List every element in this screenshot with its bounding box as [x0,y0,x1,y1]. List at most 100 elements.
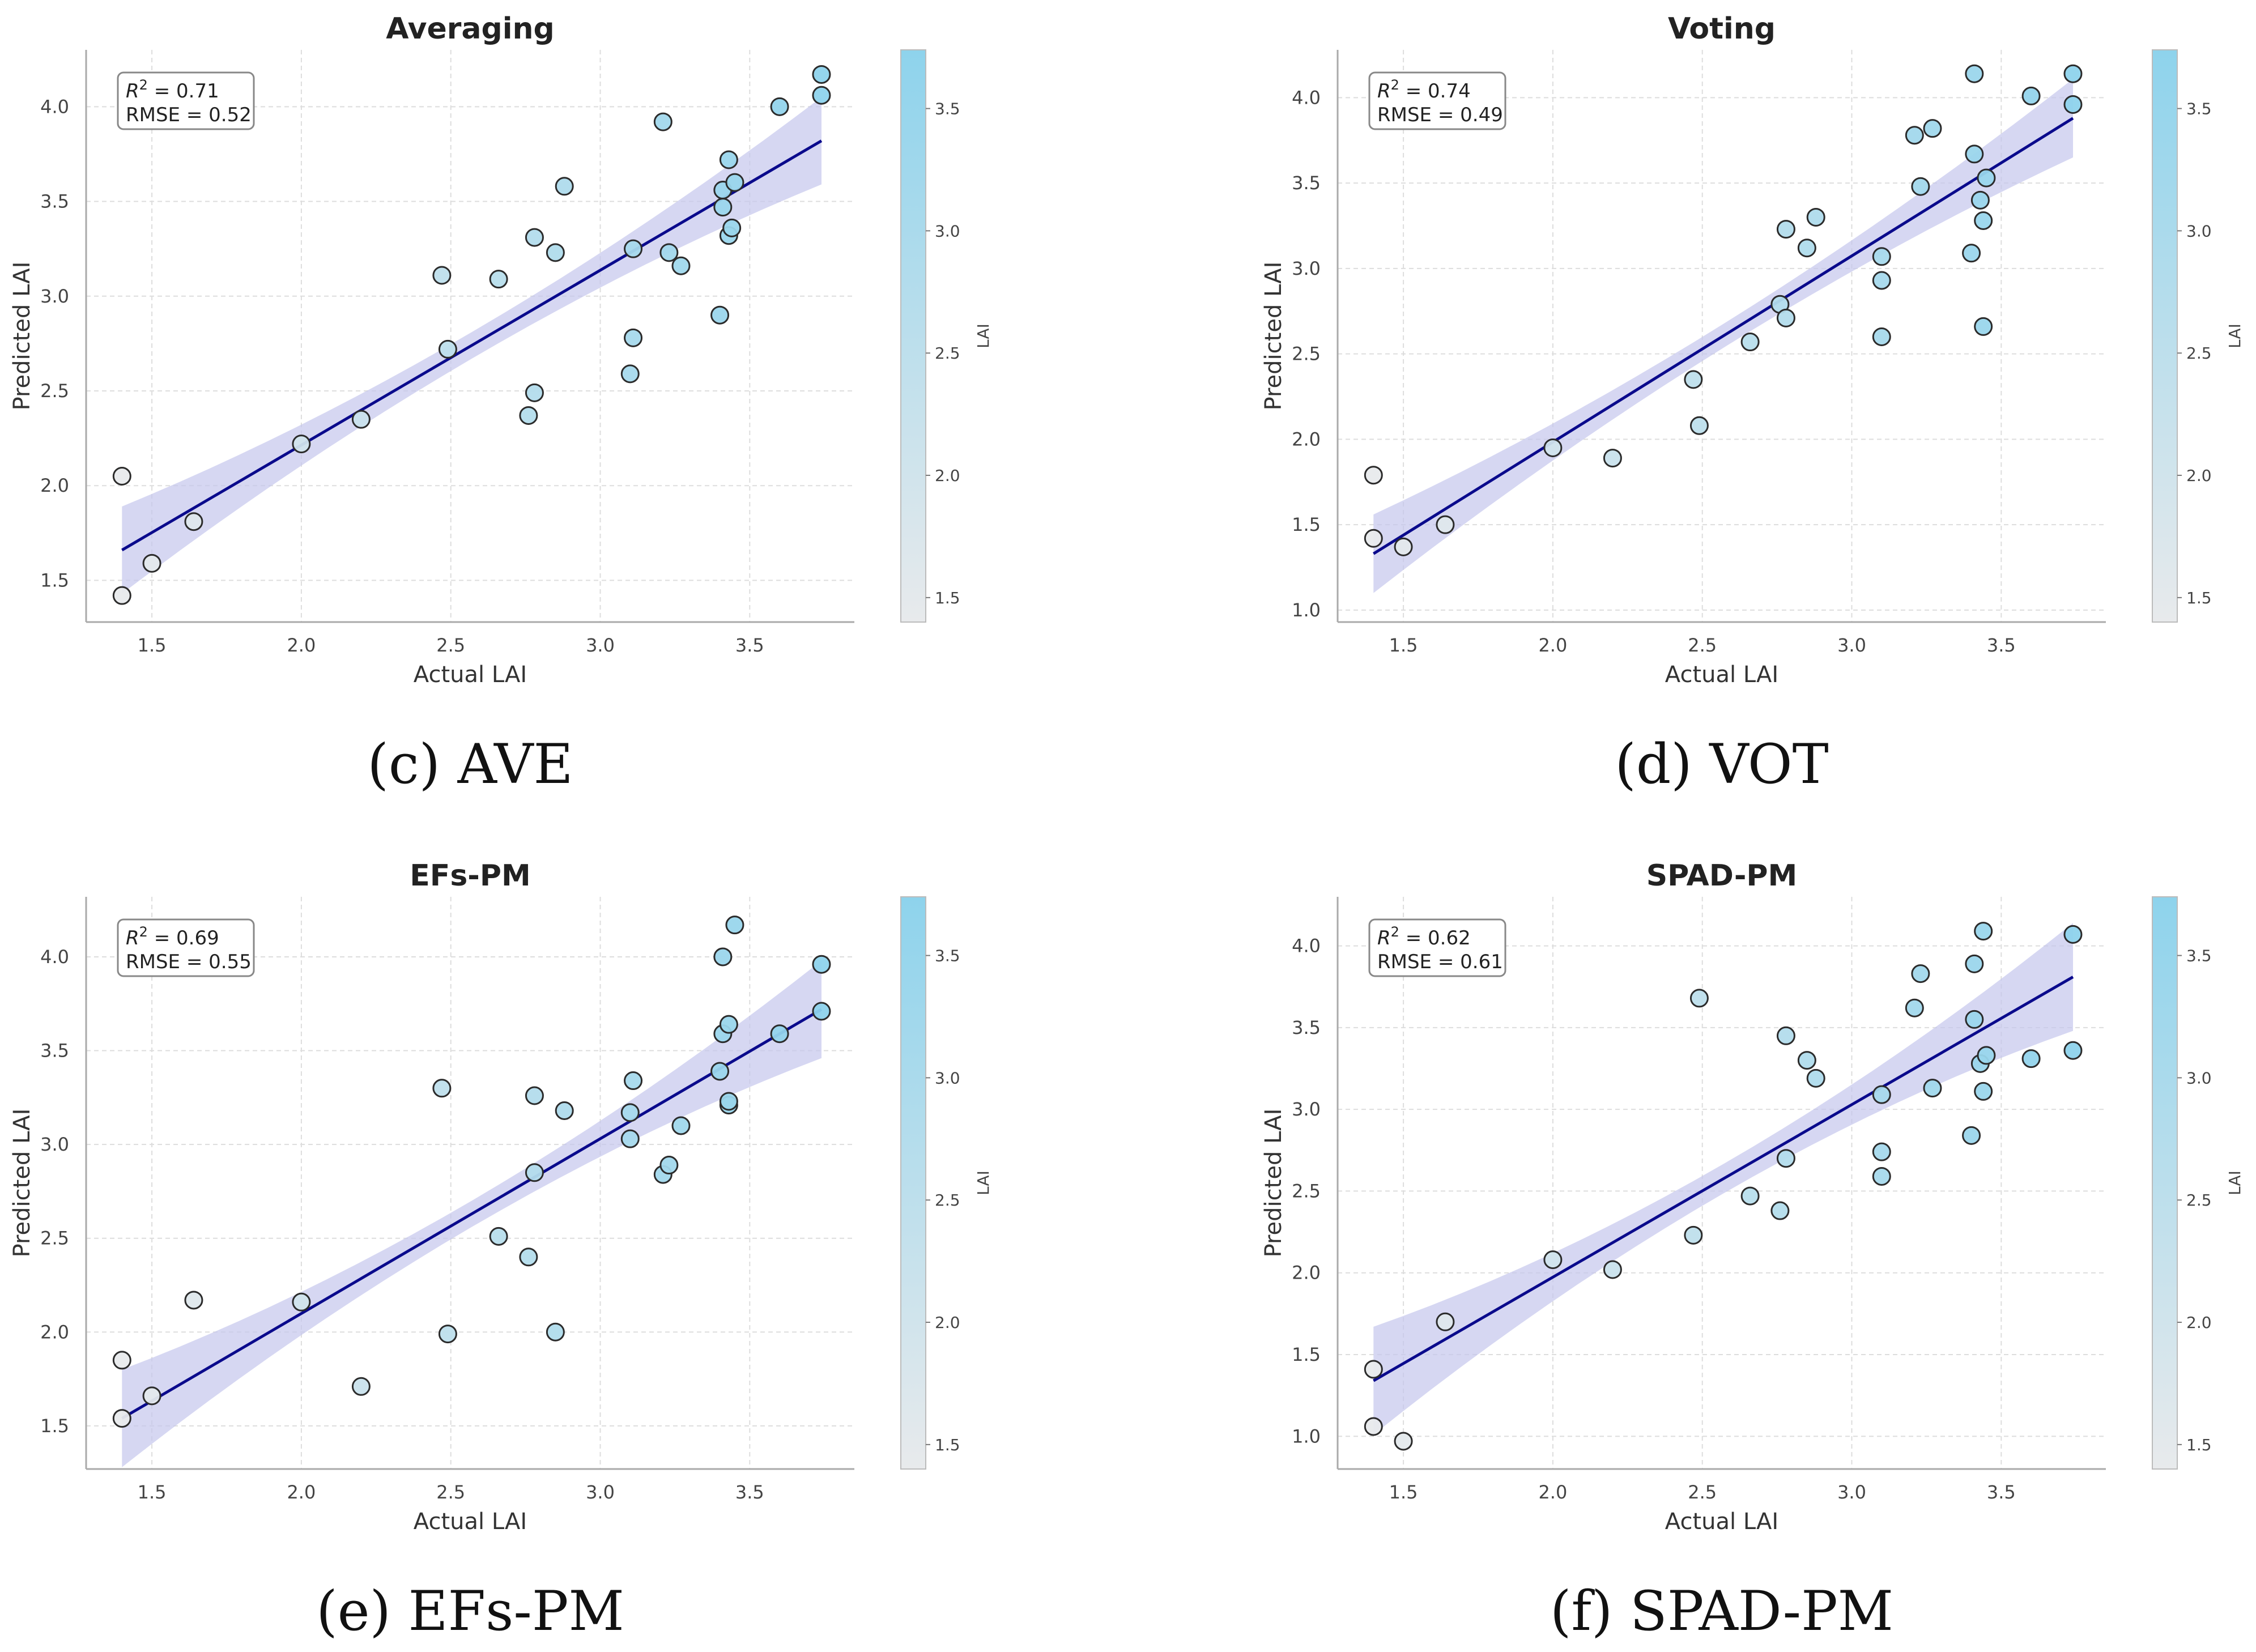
colorbar-tick-label: 3.0 [935,1068,960,1087]
data-point [1970,190,1990,210]
data-point [184,1291,203,1310]
data-point [1436,515,1455,534]
data-point [1806,1068,1825,1088]
data-point [1776,1149,1795,1168]
stats-box [1368,71,1506,130]
data-point [812,955,831,974]
y-tick-label: 3.5 [40,1040,69,1062]
r2-text: R2 = 0.71 [126,77,219,103]
data-point [2021,86,2041,105]
data-point [519,406,538,425]
data-point [671,1116,691,1135]
data-point [184,512,203,531]
data-point [812,1002,831,1021]
y-tick-label: 3.5 [1292,172,1321,194]
y-axis-label: Predicted LAI [1261,1109,1287,1258]
data-point [525,1086,544,1105]
data-point [1962,1126,1981,1145]
stats-box [1368,918,1506,977]
data-point [1923,1079,1942,1098]
colorbar-tick-label: 3.5 [935,100,960,118]
colorbar [2152,896,2178,1470]
data-point [1689,416,1709,435]
panel-caption: (f) SPAD-PM [1550,1579,1893,1643]
data-point [620,1103,640,1122]
y-tick-label: 1.0 [1292,599,1321,621]
y-tick-label: 4.0 [1292,935,1321,957]
data-point [1905,126,1924,145]
colorbar-tick-label: 2.5 [2186,344,2212,363]
data-point [1684,1225,1703,1245]
data-point [719,1092,738,1111]
data-point [725,916,744,935]
colorbar-tick-label: 3.0 [2186,1068,2212,1087]
r2-superscript: 2 [1391,924,1399,940]
data-point [1770,1201,1790,1220]
panel-caption: (d) VOT [1615,733,1828,796]
regression-line [1372,117,2074,555]
data-point [2063,64,2083,83]
data-point [1911,177,1930,196]
data-point [525,383,544,402]
r2-superscript: 2 [139,77,148,93]
y-axis-label: Predicted LAI [9,1109,35,1258]
panel-title: Voting [1668,12,1776,46]
data-point [2063,95,2083,114]
colorbar-tick-label: 2.5 [935,1191,960,1210]
r2-text: R2 = 0.69 [126,924,219,950]
data-point [659,1156,679,1175]
colorbar-label: LAI [974,323,993,348]
data-point [432,266,452,285]
colorbar-tick-label: 2.0 [935,466,960,485]
data-point [1684,370,1703,389]
data-point [1603,449,1622,468]
data-point [1965,1010,1984,1029]
panel-caption: (e) EFs-PM [316,1579,624,1643]
y-tick-label: 3.0 [40,286,69,307]
data-point [489,1227,508,1246]
data-point [1974,1082,1993,1101]
y-tick-label: 3.0 [1292,258,1321,279]
regression-line [121,139,823,552]
data-point [620,1129,640,1148]
data-point [432,1079,452,1098]
r2-value: = 0.71 [148,80,219,103]
data-point [1872,1142,1891,1161]
colorbar-tick-label: 1.5 [935,589,960,607]
data-point [719,150,738,169]
data-point [1974,922,1993,941]
colorbar-tick-label: 1.5 [2186,589,2212,607]
rmse-text: RMSE = 0.49 [1377,104,1503,126]
colorbar-tick-label: 2.0 [2186,466,2212,485]
data-point [1364,529,1383,548]
x-axis-label: Actual LAI [414,662,527,688]
data-point [624,328,643,347]
x-tick-label: 3.0 [586,635,615,656]
r2-symbol: R [126,927,139,950]
data-point [725,173,744,192]
colorbar [900,49,926,623]
data-point [1911,964,1930,983]
data-point [1394,537,1413,556]
data-point [1776,308,1795,327]
y-tick-label: 2.5 [40,380,69,402]
stats-box [117,71,255,130]
y-tick-label: 1.5 [40,1415,69,1437]
panel-title: SPAD-PM [1646,859,1798,893]
data-point [1394,1432,1413,1451]
x-tick-label: 2.5 [1688,1481,1717,1503]
x-tick-label: 3.5 [1987,635,2016,656]
data-point [351,410,371,429]
data-point [671,256,691,275]
x-tick-label: 3.5 [1987,1481,2016,1503]
data-point [1977,168,1996,188]
y-tick-label: 1.5 [40,569,69,591]
data-point [1543,1250,1563,1270]
y-tick-label: 4.0 [40,946,69,968]
data-point [719,1015,738,1034]
data-point [1776,220,1795,239]
r2-value: = 0.62 [1399,927,1471,950]
data-point [770,1024,789,1044]
data-point [438,339,457,359]
data-point [525,1163,544,1182]
